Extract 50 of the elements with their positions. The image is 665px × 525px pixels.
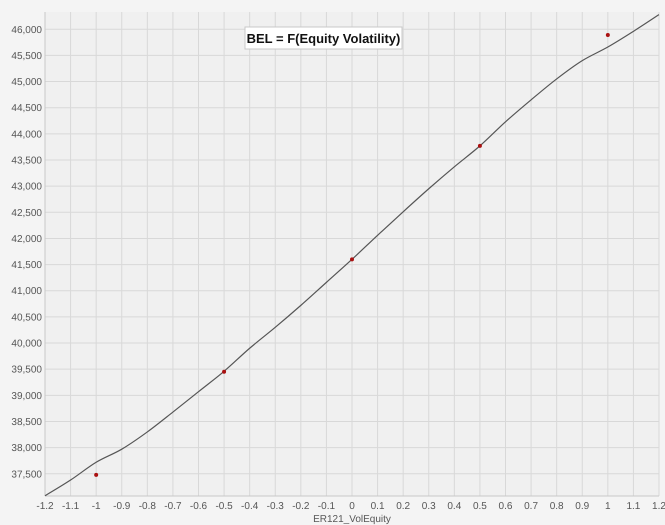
y-tick-label: 39,000 xyxy=(11,390,42,402)
line-series xyxy=(44,14,660,496)
x-tick-label: 0.1 xyxy=(370,501,385,512)
x-tick-label: 0.8 xyxy=(550,501,564,512)
x-tick-label: -0.2 xyxy=(292,501,310,512)
x-axis-title: ER121_VolEquity xyxy=(313,514,391,525)
x-tick-label: 0.5 xyxy=(472,501,488,512)
x-tick-label: 0 xyxy=(349,501,356,512)
x-tick-label: 1.1 xyxy=(626,501,641,512)
x-tick-label: -0.8 xyxy=(138,501,156,512)
x-tick-label: -0.6 xyxy=(190,501,208,512)
x-tick-label: 0.6 xyxy=(498,501,513,512)
x-tick-label: 0.4 xyxy=(447,501,462,512)
y-tick-label: 38,000 xyxy=(11,443,42,454)
x-tick-label: -0.9 xyxy=(113,501,131,512)
y-tick-label: 40,000 xyxy=(11,338,42,350)
y-tick-label: 43,500 xyxy=(11,156,42,166)
text: BEL = F(Equity Volatility) xyxy=(246,31,400,46)
y-tick-label: 39,500 xyxy=(11,364,42,376)
y-tick-label: 42,000 xyxy=(11,234,42,245)
y-tick-label: 45,500 xyxy=(11,50,42,62)
y-tick-label: 37,500 xyxy=(11,469,42,480)
x-tick-label: -0.4 xyxy=(241,501,259,512)
x-tick-label: -1.1 xyxy=(62,501,80,512)
point xyxy=(222,370,226,374)
point xyxy=(94,472,98,477)
y-tick-label: 42,500 xyxy=(11,208,42,219)
x-tick-label: 0.9 xyxy=(575,501,590,512)
y-tick-label: 46,000 xyxy=(11,24,42,36)
x-tick-label: -1.2 xyxy=(36,501,54,512)
y-tick-label: 45,000 xyxy=(11,77,42,88)
y-tick-label: 41,500 xyxy=(11,260,42,272)
y-tick-label: 41,000 xyxy=(11,286,42,298)
x-tick-label: -0.1 xyxy=(318,501,336,512)
y-tick-label: 44,500 xyxy=(11,103,42,114)
x-tick-label: -0.7 xyxy=(164,501,182,512)
point xyxy=(478,144,482,148)
y-tick-label: 44,000 xyxy=(11,129,42,140)
x-tick-label: 0.7 xyxy=(524,501,538,512)
point xyxy=(350,257,354,262)
y-tick-label: 38,500 xyxy=(11,416,42,428)
x-tick-label: -0.3 xyxy=(266,501,284,512)
x-tick-label: -1 xyxy=(92,501,102,512)
x-tick-label: 1 xyxy=(605,501,612,512)
y-tick-label: 40,500 xyxy=(11,312,42,324)
y-tick-label: 43,000 xyxy=(11,182,42,193)
x-tick-label: 0.2 xyxy=(396,501,411,512)
point xyxy=(606,33,610,38)
x-tick-label: 0.3 xyxy=(422,501,436,512)
x-tick-label: -0.5 xyxy=(215,501,234,512)
